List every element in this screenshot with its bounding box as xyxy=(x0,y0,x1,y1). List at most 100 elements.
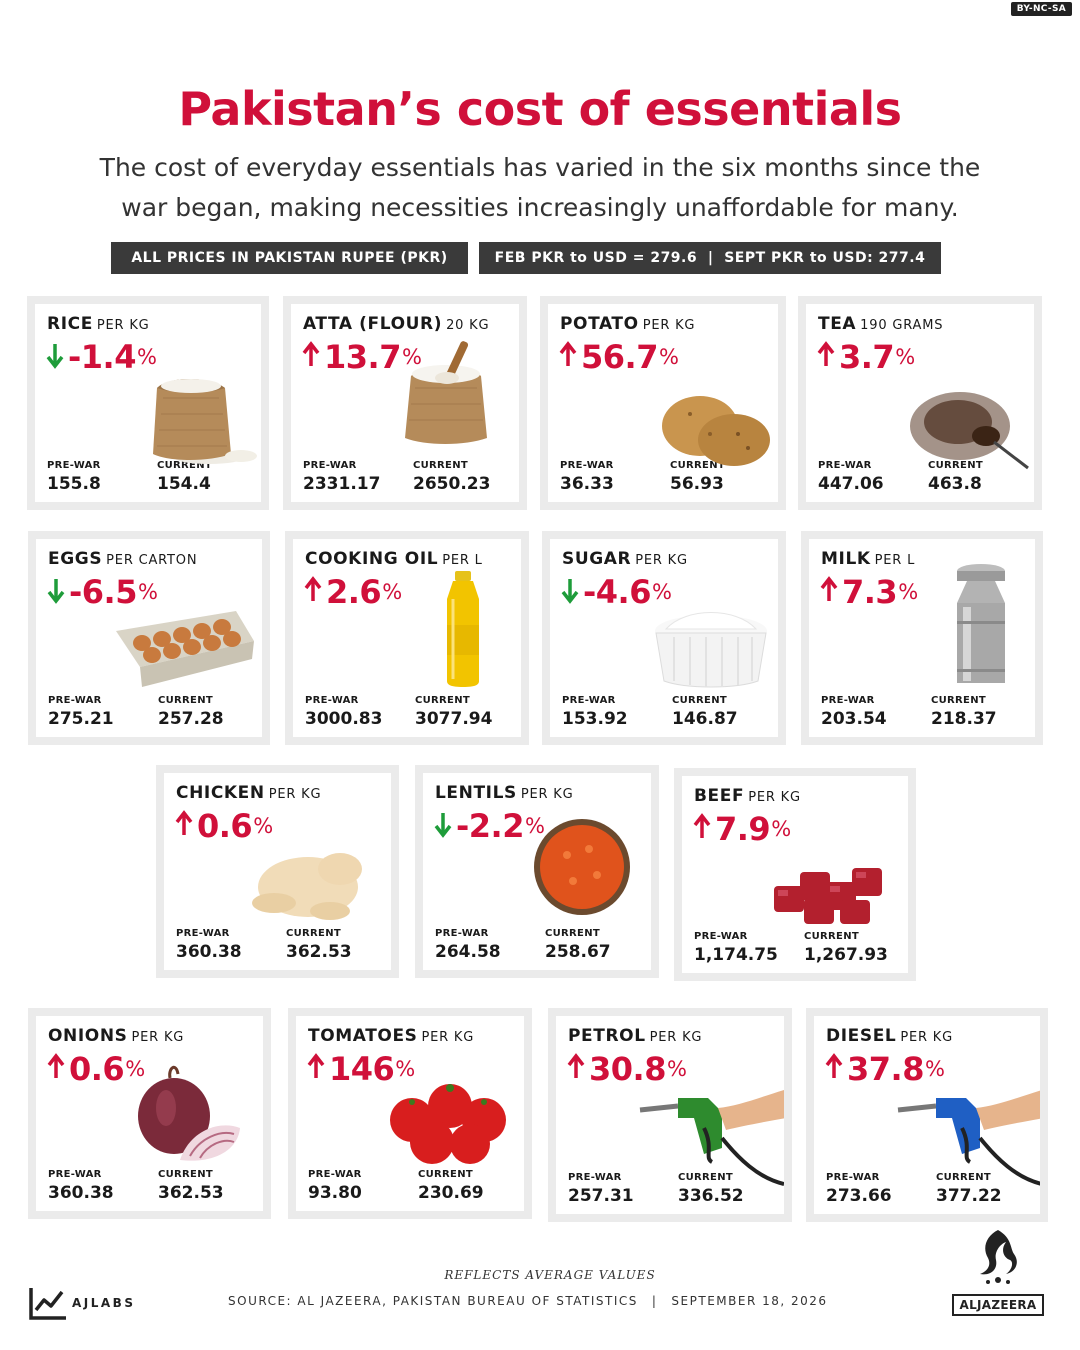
sugar-bowl-icon xyxy=(646,601,776,691)
onion-icon xyxy=(130,1060,250,1170)
current-label: CURRENT xyxy=(415,695,470,706)
prewar-price: 36.33 xyxy=(560,474,614,494)
current-label: CURRENT xyxy=(158,695,213,706)
percent-sign: % xyxy=(924,1057,945,1081)
price-card-eggs: EGGS PER CARTON -6.5% PRE-WAR CURRENT 275… xyxy=(28,531,270,745)
percent-value: -4.6 xyxy=(583,573,651,611)
prewar-label: PRE-WAR xyxy=(303,460,357,471)
current-price: 377.22 xyxy=(936,1186,1002,1206)
current-label: CURRENT xyxy=(928,460,983,471)
item-name: TEA 190 GRAMS xyxy=(818,314,944,334)
current-price: 154.4 xyxy=(157,474,211,494)
current-label: CURRENT xyxy=(931,695,986,706)
ajlabs-chart-icon xyxy=(29,1288,66,1320)
percent-value: -1.4 xyxy=(68,338,136,376)
beef-cubes-icon xyxy=(764,852,894,932)
prewar-price: 447.06 xyxy=(818,474,884,494)
prewar-price: 257.31 xyxy=(568,1186,634,1206)
price-card-chicken: CHICKEN PER KG 0.6% PRE-WAR CURRENT 360.3… xyxy=(156,765,399,978)
item-name: MILK PER L xyxy=(821,549,916,569)
prewar-price: 360.38 xyxy=(176,942,242,962)
item-name: RICE PER KG xyxy=(47,314,150,334)
current-label: CURRENT xyxy=(672,695,727,706)
percent-sign: % xyxy=(658,345,679,369)
current-label: CURRENT xyxy=(545,928,600,939)
aljazeera-wordmark: ALJAZEERA xyxy=(952,1294,1044,1316)
prewar-label: PRE-WAR xyxy=(47,460,101,471)
percent-change: 7.9% xyxy=(692,810,791,848)
up-arrow-icon xyxy=(301,341,324,373)
item-unit: PER KG xyxy=(131,1030,185,1045)
item-name: SUGAR PER KG xyxy=(562,549,688,569)
current-price: 257.28 xyxy=(158,709,224,729)
source-line: SOURCE: AL JAZEERA, PAKISTAN BUREAU OF S… xyxy=(228,1294,828,1308)
price-card-onions: ONIONS PER KG 0.6% PRE-WAR CURRENT 360.38… xyxy=(28,1008,271,1219)
egg-carton-icon xyxy=(106,601,256,691)
item-unit: PER KG xyxy=(635,553,688,568)
page-title: Pakistan’s cost of essentials xyxy=(178,82,902,136)
prewar-price: 264.58 xyxy=(435,942,501,962)
item-name: TOMATOES PER KG xyxy=(308,1026,475,1046)
flour-sack-icon xyxy=(381,338,511,448)
price-card-sugar: SUGAR PER KG -4.6% PRE-WAR CURRENT 153.92… xyxy=(542,531,786,745)
milk-can-icon xyxy=(941,561,1021,691)
current-label: CURRENT xyxy=(157,460,212,471)
page-subtitle: The cost of everyday essentials has vari… xyxy=(99,153,981,222)
price-card-potato: POTATO PER KG 56.7% PRE-WAR CURRENT 36.33… xyxy=(540,296,786,510)
prewar-label: PRE-WAR xyxy=(568,1172,622,1183)
percent-sign: % xyxy=(651,580,672,604)
item-name: CHICKEN PER KG xyxy=(176,783,322,803)
item-name: POTATO PER KG xyxy=(560,314,696,334)
percent-change: 7.3% xyxy=(819,573,918,611)
percent-value: 13.7 xyxy=(324,338,401,376)
tomatoes-icon xyxy=(384,1076,514,1166)
item-unit: PER KG xyxy=(900,1030,953,1045)
prewar-label: PRE-WAR xyxy=(308,1169,362,1180)
price-card-beef: BEEF PER KG 7.9% PRE-WAR CURRENT 1,174.75… xyxy=(674,768,916,981)
up-arrow-icon xyxy=(824,1053,847,1085)
current-price: 218.37 xyxy=(931,709,997,729)
percent-sign: % xyxy=(401,345,422,369)
item-unit: PER KG xyxy=(96,318,150,333)
item-unit: PER L xyxy=(442,553,483,568)
percent-value: -2.2 xyxy=(456,807,524,845)
down-arrow-icon xyxy=(433,810,456,842)
percent-sign: % xyxy=(137,580,158,604)
up-arrow-icon xyxy=(819,576,842,608)
license-badge: BY-NC-SA xyxy=(1010,2,1072,16)
current-price: 1,267.93 xyxy=(804,945,888,965)
percent-value: 7.9 xyxy=(715,810,771,848)
prewar-label: PRE-WAR xyxy=(560,460,614,471)
item-unit: PER CARTON xyxy=(106,553,198,568)
percent-change: -2.2% xyxy=(433,807,545,845)
publish-date: SEPTEMBER 18, 2026 xyxy=(671,1294,828,1308)
percent-value: 146 xyxy=(329,1050,395,1088)
percent-sign: % xyxy=(125,1057,146,1081)
prewar-price: 2331.17 xyxy=(303,474,381,494)
item-unit: PER KG xyxy=(748,790,801,805)
prewar-label: PRE-WAR xyxy=(48,1169,102,1180)
item-name: ONIONS PER KG xyxy=(48,1026,185,1046)
prewar-label: PRE-WAR xyxy=(821,695,875,706)
prewar-price: 360.38 xyxy=(48,1183,114,1203)
percent-sign: % xyxy=(666,1057,687,1081)
current-label: CURRENT xyxy=(678,1172,733,1183)
current-label: CURRENT xyxy=(158,1169,213,1180)
up-arrow-icon xyxy=(692,813,715,845)
percent-change: 56.7% xyxy=(558,338,679,376)
percent-sign: % xyxy=(253,814,274,838)
percent-value: 0.6 xyxy=(69,1050,125,1088)
price-card-cooking-oil: COOKING OIL PER L 2.6% PRE-WAR CURRENT 30… xyxy=(285,531,529,745)
percent-change: 2.6% xyxy=(303,573,402,611)
item-name: EGGS PER CARTON xyxy=(48,549,198,569)
aljazeera-logo: ALJAZEERA xyxy=(952,1226,1044,1316)
current-label: CURRENT xyxy=(286,928,341,939)
item-name: ATTA (FLOUR) 20 KG xyxy=(303,314,490,334)
ajlabs-text: AJLABS xyxy=(72,1296,136,1310)
currency-note: ALL PRICES IN PAKISTAN RUPEE (PKR) xyxy=(111,242,468,274)
current-label: CURRENT xyxy=(670,460,725,471)
item-unit: PER KG xyxy=(421,1030,475,1045)
down-arrow-icon xyxy=(560,576,583,608)
price-card-diesel: DIESEL PER KG 37.8% PRE-WAR CURRENT 273.6… xyxy=(806,1008,1048,1222)
current-price: 336.52 xyxy=(678,1186,744,1206)
